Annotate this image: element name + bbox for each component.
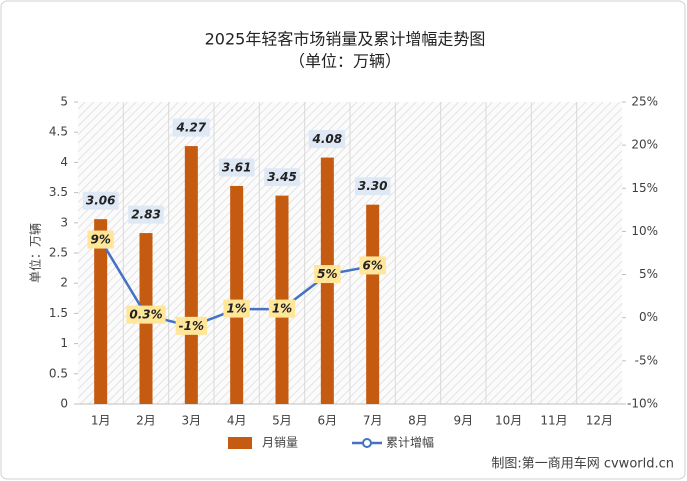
- y-tick-label: 2.5: [49, 246, 68, 260]
- line-label-box: [268, 299, 296, 318]
- y-tick-label: 0: [60, 397, 68, 411]
- line-label: 6%: [362, 258, 382, 272]
- line-label: 1%: [226, 302, 246, 316]
- x-tick-label: 4月: [227, 414, 247, 428]
- bar-label-box: [264, 168, 300, 187]
- y-tick-label: 4.5: [49, 125, 68, 139]
- bar-label: 3.61: [222, 160, 252, 174]
- bar-label: 3.06: [86, 194, 116, 208]
- x-tick-label: 6月: [318, 414, 338, 428]
- line-label-box: [314, 265, 341, 284]
- line-label: 9%: [90, 233, 110, 247]
- y-tick-label: 4: [60, 155, 68, 169]
- bar-label: 3.45: [267, 170, 297, 184]
- bar-label: 4.08: [312, 132, 343, 146]
- y2-tick-label: 10%: [631, 224, 658, 238]
- x-tick-label: 3月: [182, 414, 202, 428]
- y2-tick-label: -5%: [635, 353, 658, 367]
- y-tick-label: 1: [60, 336, 68, 350]
- x-tick-label: 1月: [91, 414, 111, 428]
- line-label-box: [359, 256, 386, 275]
- chart-title: 2025年轻客市场销量及累计增幅走势图: [205, 30, 486, 49]
- x-tick-label: 10月: [495, 414, 522, 428]
- x-tick-label: 12月: [586, 414, 613, 428]
- y-tick-label: 3: [60, 215, 68, 229]
- y2-tick-label: 5%: [639, 267, 658, 281]
- x-tick-label: 2月: [136, 414, 156, 428]
- x-tick-label: 5月: [272, 414, 292, 428]
- source: 制图:第一商用车网 cvworld.cn: [491, 456, 674, 472]
- x-tick-label: 7月: [363, 414, 383, 428]
- y2-tick-label: 25%: [631, 95, 658, 109]
- y-axis-label: 单位：万辆: [28, 223, 43, 283]
- line-label-box: [87, 230, 114, 249]
- y-tick-label: 5: [60, 95, 68, 109]
- chart-subtitle: （单位：万辆）: [289, 52, 401, 71]
- bar-label: 4.27: [176, 121, 207, 135]
- legend-marker: [362, 438, 372, 448]
- line-label: -1%: [179, 319, 204, 333]
- line-label-box: [223, 299, 250, 318]
- bar: [184, 146, 198, 405]
- bar: [94, 219, 108, 404]
- y2-tick-label: 0%: [639, 310, 658, 324]
- bar: [366, 204, 380, 404]
- bar-label-box: [308, 130, 346, 149]
- bar-label-box: [128, 205, 164, 224]
- line-label: 0.3%: [129, 308, 162, 322]
- line-label-box: [126, 305, 166, 324]
- legend-label: 月销量: [262, 436, 298, 450]
- bar: [230, 185, 244, 404]
- bar-label: 3.30: [358, 179, 388, 193]
- line-label: 5%: [317, 267, 337, 281]
- line-label-box: [175, 316, 208, 335]
- y-tick-label: 3.5: [49, 185, 68, 199]
- bar-label-box: [354, 177, 391, 196]
- y-tick-label: 2: [60, 276, 68, 290]
- y2-tick-label: 15%: [631, 181, 658, 195]
- y2-tick-label: -10%: [627, 397, 658, 411]
- x-tick-label: 9月: [454, 414, 474, 428]
- bar-label: 2.83: [131, 208, 161, 222]
- y-tick-label: 0.5: [49, 366, 68, 380]
- x-tick-label: 8月: [408, 414, 428, 428]
- bar-label-box: [172, 118, 210, 137]
- legend-label: 累计增幅: [386, 435, 434, 450]
- bar-label-box: [82, 191, 119, 210]
- y-tick-label: 1.5: [49, 306, 68, 320]
- y2-tick-label: 20%: [631, 138, 658, 152]
- legend-swatch: [228, 437, 252, 449]
- bar-label-box: [218, 158, 255, 177]
- line-label: 1%: [272, 302, 292, 316]
- x-tick-label: 11月: [540, 414, 567, 428]
